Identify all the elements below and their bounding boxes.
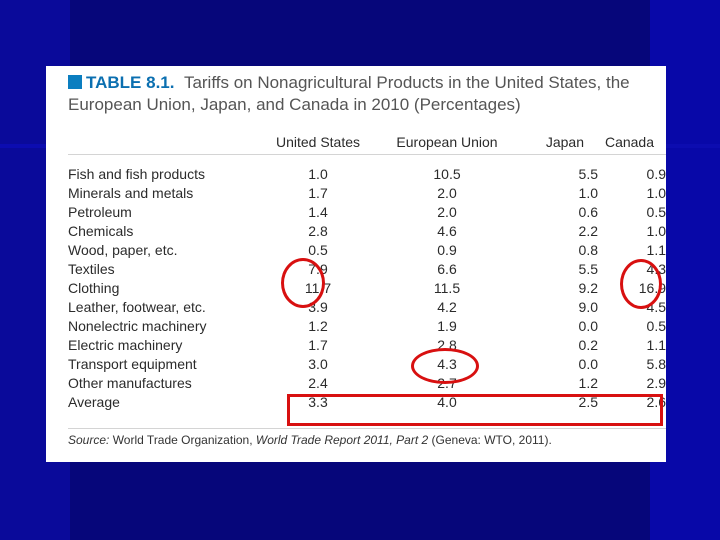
cell-japan: 0.0 bbox=[578, 356, 598, 372]
table-row: Petroleum 1.4 2.0 0.6 0.5 bbox=[68, 203, 666, 222]
table-row: Minerals and metals 1.7 2.0 1.0 1.0 bbox=[68, 184, 666, 203]
row-label: Fish and fish products bbox=[68, 166, 205, 182]
table-row: Transport equipment 3.0 4.3 0.0 5.8 bbox=[68, 355, 666, 374]
highlight-oval-us-textiles-clothing bbox=[281, 258, 325, 308]
cell-eu: 4.0 bbox=[437, 394, 457, 410]
cell-canada: 1.0 bbox=[646, 223, 666, 239]
cell-us: 1.2 bbox=[308, 318, 328, 334]
cell-us: 1.0 bbox=[308, 166, 328, 182]
source-org: World Trade Organization, bbox=[109, 433, 256, 447]
table-row: Fish and fish products 1.0 10.5 5.5 0.9 bbox=[68, 155, 666, 185]
cell-eu: 4.6 bbox=[437, 223, 457, 239]
row-label: Petroleum bbox=[68, 204, 132, 220]
column-header-canada: Canada bbox=[598, 130, 666, 155]
cell-canada: 1.1 bbox=[646, 242, 666, 258]
cell-canada: 0.5 bbox=[646, 204, 666, 220]
cell-canada: 1.0 bbox=[646, 185, 666, 201]
row-label: Nonelectric machinery bbox=[68, 318, 207, 334]
row-label: Minerals and metals bbox=[68, 185, 194, 201]
cell-us: 1.7 bbox=[308, 185, 328, 201]
table-row: Wood, paper, etc. 0.5 0.9 0.8 1.1 bbox=[68, 241, 666, 260]
row-label: Clothing bbox=[68, 280, 120, 296]
header-blank bbox=[68, 130, 258, 155]
highlight-oval-canada-textiles-clothing bbox=[620, 259, 662, 309]
cell-japan: 5.5 bbox=[578, 261, 598, 277]
column-header-japan: Japan bbox=[516, 130, 598, 155]
row-label: Electric machinery bbox=[68, 337, 183, 353]
table-row: Clothing 11.7 11.5 9.2 16.9 bbox=[68, 279, 666, 298]
table-row: Leather, footwear, etc. 3.9 4.2 9.0 4.5 bbox=[68, 298, 666, 317]
cell-japan: 0.6 bbox=[578, 204, 598, 220]
cell-eu: 10.5 bbox=[433, 166, 461, 182]
cell-japan: 0.2 bbox=[578, 337, 598, 353]
cell-us: 2.4 bbox=[308, 375, 328, 391]
cell-eu: 2.0 bbox=[437, 185, 457, 201]
table-row: Other manufactures 2.4 2.7 1.2 2.9 bbox=[68, 374, 666, 393]
row-label: Wood, paper, etc. bbox=[68, 242, 178, 258]
cell-eu: 1.9 bbox=[437, 318, 457, 334]
highlight-box-average-row bbox=[287, 394, 663, 426]
cell-eu: 2.0 bbox=[437, 204, 457, 220]
square-bullet-icon bbox=[68, 75, 82, 89]
cell-eu: 6.6 bbox=[437, 261, 457, 277]
source-label: Source: bbox=[68, 433, 110, 447]
cell-canada: 2.9 bbox=[646, 375, 666, 391]
column-header-eu: European Union bbox=[378, 130, 516, 155]
table-row-average: Average 3.3 4.0 2.5 2.6 bbox=[68, 393, 666, 412]
cell-japan: 2.5 bbox=[578, 394, 598, 410]
cell-us: 3.0 bbox=[308, 356, 328, 372]
table-number: TABLE 8.1. bbox=[86, 73, 175, 92]
cell-japan: 1.2 bbox=[578, 375, 598, 391]
title-line-1: Tariffs on Nonagricultural Products in t… bbox=[183, 73, 630, 92]
cell-canada: 0.5 bbox=[646, 318, 666, 334]
cell-canada: 5.8 bbox=[646, 356, 666, 372]
table-row: Electric machinery 1.7 2.8 0.2 1.1 bbox=[68, 336, 666, 355]
table-row: Chemicals 2.8 4.6 2.2 1.0 bbox=[68, 222, 666, 241]
column-header-us: United States bbox=[258, 130, 378, 155]
highlight-oval-eu-transport bbox=[411, 348, 479, 384]
cell-japan: 9.2 bbox=[578, 280, 598, 296]
table-card: TABLE 8.1. Tariffs on Nonagricultural Pr… bbox=[46, 66, 666, 462]
cell-japan: 9.0 bbox=[578, 299, 598, 315]
row-label: Textiles bbox=[68, 261, 115, 277]
header-row: United States European Union Japan Canad… bbox=[68, 130, 666, 155]
row-label: Leather, footwear, etc. bbox=[68, 299, 206, 315]
row-label: Average bbox=[68, 394, 120, 410]
cell-us: 1.7 bbox=[308, 337, 328, 353]
cell-us: 1.4 bbox=[308, 204, 328, 220]
cell-us: 3.3 bbox=[308, 394, 328, 410]
table-bottom-rule bbox=[68, 428, 666, 429]
cell-eu: 0.9 bbox=[437, 242, 457, 258]
cell-canada: 1.1 bbox=[646, 337, 666, 353]
cell-japan: 0.8 bbox=[578, 242, 598, 258]
cell-eu: 4.2 bbox=[437, 299, 457, 315]
table-title: TABLE 8.1. Tariffs on Nonagricultural Pr… bbox=[68, 72, 658, 116]
cell-us: 0.5 bbox=[308, 242, 328, 258]
row-label: Other manufactures bbox=[68, 375, 192, 391]
row-label: Chemicals bbox=[68, 223, 134, 239]
cell-japan: 1.0 bbox=[578, 185, 598, 201]
table-row: Textiles 7.9 6.6 5.5 4.3 bbox=[68, 260, 666, 279]
cell-canada: 0.9 bbox=[646, 166, 666, 182]
source-title: World Trade Report 2011, Part 2 bbox=[255, 433, 429, 447]
cell-japan: 2.2 bbox=[578, 223, 598, 239]
cell-japan: 0.0 bbox=[578, 318, 598, 334]
cell-eu: 11.5 bbox=[433, 280, 461, 296]
row-label: Transport equipment bbox=[68, 356, 197, 372]
tariff-table: United States European Union Japan Canad… bbox=[68, 130, 666, 412]
table-row: Nonelectric machinery 1.2 1.9 0.0 0.5 bbox=[68, 317, 666, 336]
source-note: Source: World Trade Organization, World … bbox=[68, 433, 552, 447]
cell-us: 2.8 bbox=[308, 223, 328, 239]
title-line-2: European Union, Japan, and Canada in 201… bbox=[68, 95, 521, 114]
cell-japan: 5.5 bbox=[578, 166, 598, 182]
source-publisher: (Geneva: WTO, 2011). bbox=[428, 433, 552, 447]
